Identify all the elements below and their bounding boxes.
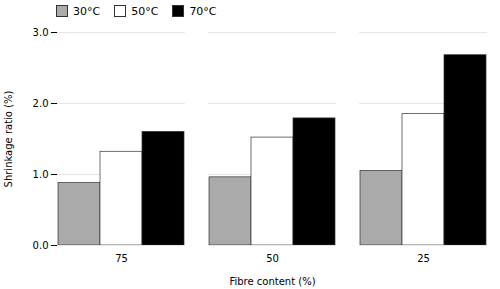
svg-text:Shrinkage ratio (%): Shrinkage ratio (%)	[3, 90, 14, 187]
svg-text:75: 75	[115, 253, 128, 264]
html-text:50°C: 50°C	[131, 4, 159, 18]
svg-text:25: 25	[417, 253, 430, 264]
svg-text:0.0: 0.0	[33, 240, 49, 251]
svg-text:1.0: 1.0	[33, 169, 49, 180]
svg-text:50: 50	[266, 253, 279, 264]
svg-text:2.0: 2.0	[33, 98, 49, 109]
html-text:30°C: 30°C	[73, 4, 101, 18]
svg-text:Fibre content (%): Fibre content (%)	[229, 276, 315, 287]
svg-text:3.0: 3.0	[33, 27, 49, 38]
html-text:70°C: 70°C	[189, 4, 217, 18]
